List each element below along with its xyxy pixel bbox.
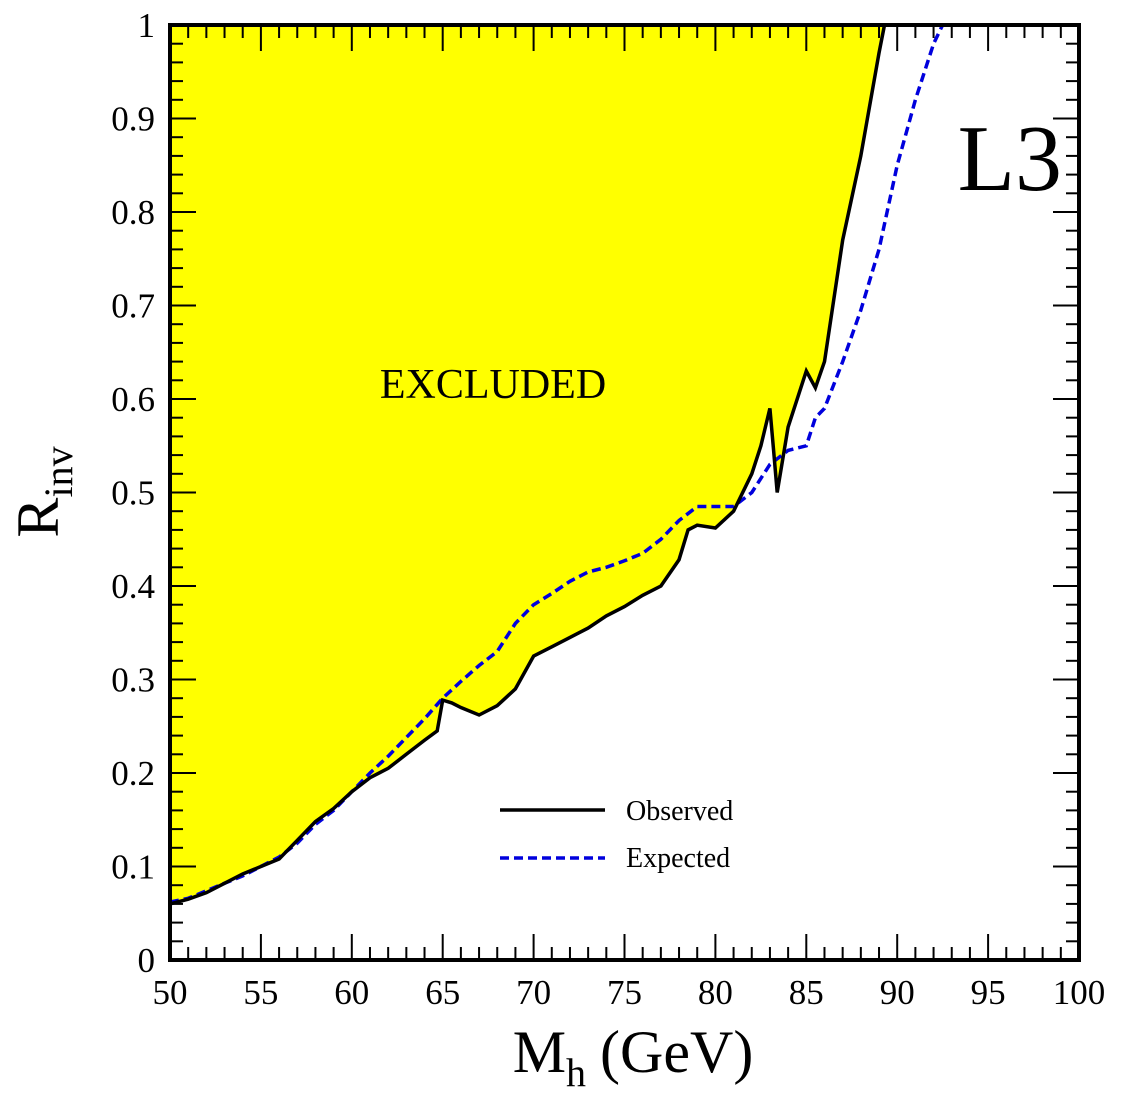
observed-series-line (170, 25, 887, 906)
y-tick-label: 0.2 (111, 754, 155, 793)
experiment-label: L3 (958, 107, 1062, 211)
x-tick-label: 90 (880, 973, 915, 1012)
x-tick-label: 85 (789, 973, 824, 1012)
x-tick-label: 55 (243, 973, 278, 1012)
y-tick-label: 0.9 (111, 100, 155, 139)
y-tick-label: 0.7 (111, 287, 155, 326)
x-axis-title-main: M (513, 1019, 566, 1085)
y-tick-label: 0.6 (111, 380, 155, 419)
x-axis-title-sub: h (566, 1050, 586, 1095)
x-tick-label: 80 (698, 973, 733, 1012)
y-tick-label: 0 (138, 941, 156, 980)
x-tick-label: 60 (334, 973, 369, 1012)
expected-series-line (170, 25, 945, 904)
x-tick-label: 95 (971, 973, 1006, 1012)
x-tick-label: 100 (1053, 973, 1106, 1012)
legend: Observed Expected (500, 796, 733, 874)
x-tick-label: 65 (425, 973, 460, 1012)
y-tick-label: 0.5 (111, 474, 155, 513)
plot-frame (168, 23, 1081, 962)
y-axis-title-main: R (5, 498, 71, 538)
legend-observed-label: Observed (626, 796, 733, 827)
x-axis-title: Mh (GeV) (513, 1019, 754, 1095)
excluded-label: EXCLUDED (380, 362, 606, 408)
excluded-region-fill (170, 25, 885, 904)
y-tick-label: 0.1 (111, 848, 155, 887)
y-tick-label: 0.8 (111, 193, 155, 232)
y-tick-label: 1 (138, 6, 156, 45)
x-tick-label: 50 (153, 973, 188, 1012)
y-tick-label: 0.4 (111, 567, 155, 606)
y-tick-label: 0.3 (111, 661, 155, 700)
x-tick-label: 75 (607, 973, 642, 1012)
x-axis-title-suffix: (GeV) (600, 1019, 753, 1085)
legend-expected-label: Expected (626, 843, 730, 874)
y-axis-title-sub: inv (36, 446, 81, 497)
x-tick-label: 70 (516, 973, 551, 1012)
y-axis-title: Rinv (5, 446, 81, 537)
